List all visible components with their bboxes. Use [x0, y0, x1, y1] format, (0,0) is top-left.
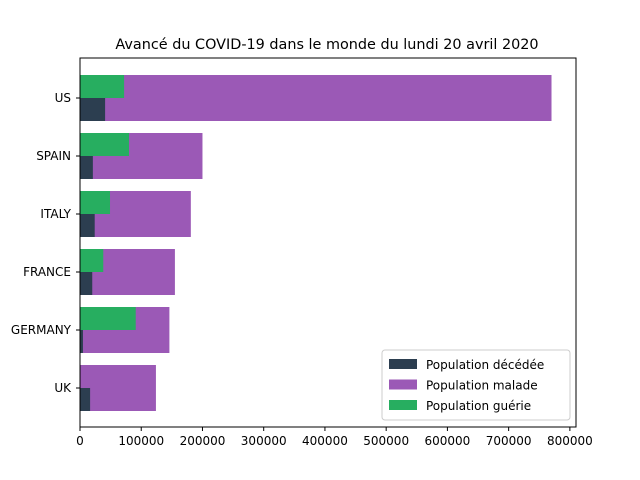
bar-guerie-us	[80, 75, 125, 98]
legend-swatch	[389, 359, 417, 369]
x-tick-label: 100000	[118, 434, 164, 448]
bar-decede-uk	[80, 388, 91, 411]
bar-guerie-germany	[80, 307, 136, 330]
x-tick-label: 200000	[180, 434, 226, 448]
chart-title: Avancé du COVID-19 dans le monde du lund…	[115, 37, 538, 53]
y-tick-label: UK	[54, 381, 72, 395]
x-tick-label: 700000	[486, 434, 532, 448]
bars-group	[80, 75, 552, 411]
bar-decede-italy	[80, 214, 95, 237]
legend-swatch	[389, 400, 417, 410]
bar-guerie-spain	[80, 133, 129, 156]
bar-malade-us	[80, 75, 552, 121]
bar-decede-germany	[80, 330, 83, 353]
bar-decede-spain	[80, 156, 93, 179]
x-axis-ticks: 0 100000 200000 300000 400000 500000 600000 700…	[76, 427, 593, 448]
y-tick-label: SPAIN	[36, 149, 71, 163]
legend-label: Population décédée	[426, 358, 544, 372]
x-tick-label: 400000	[302, 434, 348, 448]
bar-decede-france	[80, 272, 93, 295]
bar-malade-uk	[80, 365, 156, 411]
bar-guerie-france	[80, 249, 104, 272]
legend: Population décédée Population malade Popul…	[381, 349, 571, 421]
y-axis-ticks: US SPAIN ITALY FRANCE GERMANY UK	[11, 91, 80, 395]
y-tick-label: ITALY	[40, 207, 71, 221]
legend-box	[381, 349, 571, 421]
x-tick-label: 0	[76, 434, 84, 448]
y-tick-label: US	[55, 91, 71, 105]
x-tick-label: 600000	[425, 434, 471, 448]
x-tick-label: 300000	[241, 434, 287, 448]
y-tick-label: GERMANY	[11, 323, 72, 337]
legend-swatch	[389, 379, 417, 390]
legend-label: Population malade	[426, 379, 538, 393]
bar-guerie-italy	[80, 191, 111, 214]
bar-decede-us	[80, 98, 106, 121]
legend-label: Population guérie	[426, 399, 531, 413]
y-tick-label: FRANCE	[23, 265, 71, 279]
x-tick-label: 800000	[547, 434, 593, 448]
x-tick-label: 500000	[363, 434, 409, 448]
plot-frame	[79, 57, 577, 428]
